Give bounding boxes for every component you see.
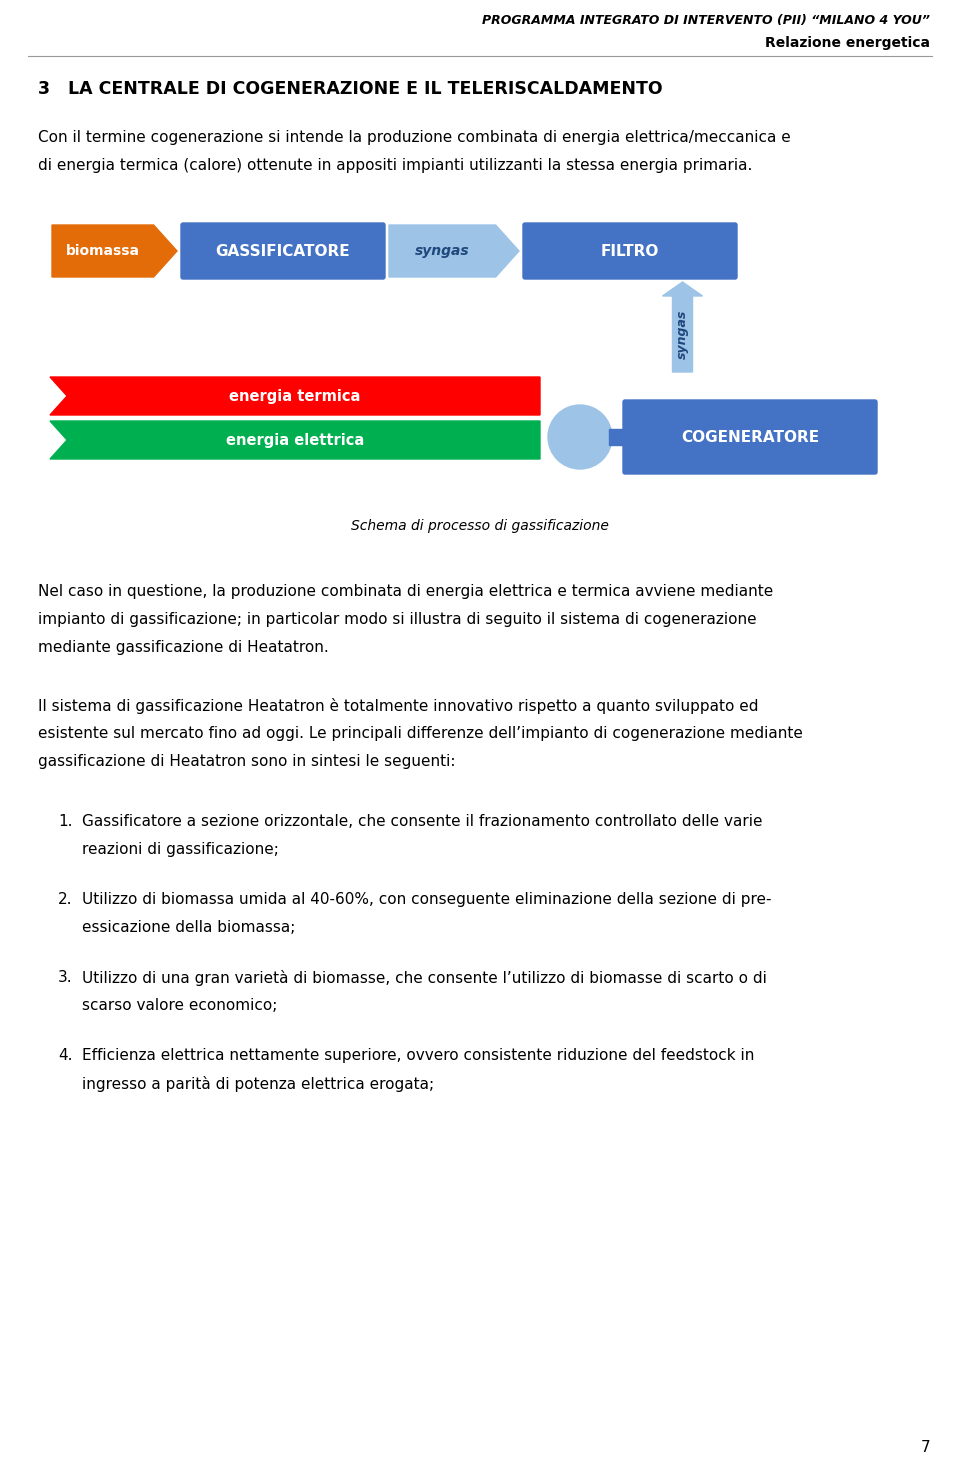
FancyBboxPatch shape xyxy=(523,223,737,279)
Text: impianto di gassificazione; in particolar modo si illustra di seguito il sistema: impianto di gassificazione; in particola… xyxy=(38,612,756,628)
Bar xyxy=(609,429,627,445)
Text: syngas: syngas xyxy=(676,309,689,359)
Text: PROGRAMMA INTEGRATO DI INTERVENTO (PII) “MILANO 4 YOU”: PROGRAMMA INTEGRATO DI INTERVENTO (PII) … xyxy=(482,15,930,26)
Polygon shape xyxy=(662,282,703,372)
FancyBboxPatch shape xyxy=(623,400,877,473)
Text: essicazione della biomassa;: essicazione della biomassa; xyxy=(82,920,296,935)
Text: Con il termine cogenerazione si intende la produzione combinata di energia elett: Con il termine cogenerazione si intende … xyxy=(38,129,791,146)
FancyBboxPatch shape xyxy=(181,223,385,279)
Polygon shape xyxy=(50,420,540,459)
Polygon shape xyxy=(50,376,540,415)
Text: 2.: 2. xyxy=(58,892,73,907)
Text: COGENERATORE: COGENERATORE xyxy=(681,429,819,444)
Text: 1.: 1. xyxy=(58,814,73,829)
Text: Relazione energetica: Relazione energetica xyxy=(765,35,930,50)
Text: Efficienza elettrica nettamente superiore, ovvero consistente riduzione del feed: Efficienza elettrica nettamente superior… xyxy=(82,1048,755,1063)
Text: Nel caso in questione, la produzione combinata di energia elettrica e termica av: Nel caso in questione, la produzione com… xyxy=(38,584,773,598)
Text: gassificazione di Heatatron sono in sintesi le seguenti:: gassificazione di Heatatron sono in sint… xyxy=(38,754,455,769)
Polygon shape xyxy=(389,225,519,276)
Text: 7: 7 xyxy=(921,1441,930,1455)
Text: energia elettrica: energia elettrica xyxy=(226,432,364,447)
Text: syngas: syngas xyxy=(415,244,469,259)
Text: reazioni di gassificazione;: reazioni di gassificazione; xyxy=(82,842,278,857)
Text: 3   LA CENTRALE DI COGENERAZIONE E IL TELERISCALDAMENTO: 3 LA CENTRALE DI COGENERAZIONE E IL TELE… xyxy=(38,79,662,98)
Polygon shape xyxy=(52,225,177,276)
Text: FILTRO: FILTRO xyxy=(601,244,660,259)
Text: biomassa: biomassa xyxy=(66,244,140,259)
Text: Schema di processo di gassificazione: Schema di processo di gassificazione xyxy=(351,519,609,534)
Text: ingresso a parità di potenza elettrica erogata;: ingresso a parità di potenza elettrica e… xyxy=(82,1076,434,1092)
Text: mediante gassificazione di Heatatron.: mediante gassificazione di Heatatron. xyxy=(38,639,328,656)
Text: Utilizzo di biomassa umida al 40-60%, con conseguente eliminazione della sezione: Utilizzo di biomassa umida al 40-60%, co… xyxy=(82,892,772,907)
Text: energia termica: energia termica xyxy=(229,388,361,403)
Text: Utilizzo di una gran varietà di biomasse, che consente l’utilizzo di biomasse di: Utilizzo di una gran varietà di biomasse… xyxy=(82,970,767,986)
Text: 4.: 4. xyxy=(58,1048,73,1063)
Circle shape xyxy=(548,406,612,469)
Text: Il sistema di gassificazione Heatatron è totalmente innovativo rispetto a quanto: Il sistema di gassificazione Heatatron è… xyxy=(38,698,758,714)
Text: esistente sul mercato fino ad oggi. Le principali differenze dell’impianto di co: esistente sul mercato fino ad oggi. Le p… xyxy=(38,726,803,741)
Text: scarso valore economico;: scarso valore economico; xyxy=(82,998,277,1013)
Text: di energia termica (calore) ottenute in appositi impianti utilizzanti la stessa : di energia termica (calore) ottenute in … xyxy=(38,157,753,173)
Text: GASSIFICATORE: GASSIFICATORE xyxy=(216,244,350,259)
Text: Gassificatore a sezione orizzontale, che consente il frazionamento controllato d: Gassificatore a sezione orizzontale, che… xyxy=(82,814,762,829)
Text: 3.: 3. xyxy=(58,970,73,985)
